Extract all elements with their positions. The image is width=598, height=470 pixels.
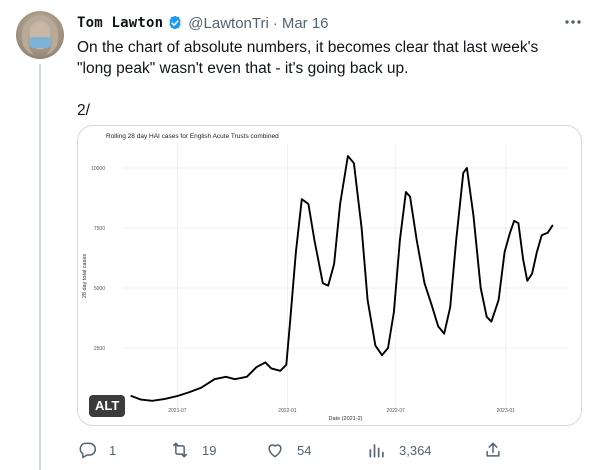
tweet-text: On the chart of absolute numbers, it bec… (77, 37, 577, 142)
share-icon (486, 442, 500, 457)
chart-x-tick-label: 2023-01 (497, 408, 516, 414)
tweet-actions: 1 19 54 3,364 (77, 438, 582, 462)
view-count: 3,364 (399, 442, 432, 458)
retweet-icon (173, 442, 187, 458)
chart-y-tick-label: 10000 (91, 166, 105, 172)
separator-dot: · (272, 14, 278, 32)
chart-y-tick-label: 2500 (94, 346, 105, 352)
chart-series-line (130, 155, 554, 402)
avatar-hair (22, 15, 58, 55)
chart-y-tick-label: 7500 (94, 226, 105, 232)
retweet-button[interactable]: 19 (170, 438, 216, 462)
tweet-text-line: 2/ (77, 102, 90, 119)
chart-x-axis-label: Date (2021-2) (329, 416, 363, 422)
thread-line (39, 64, 41, 470)
like-icon (268, 444, 282, 458)
chart: Rolling 28 day HAI cases for English Acu… (82, 133, 568, 422)
avatar[interactable] (16, 11, 64, 59)
author-name[interactable]: Tom Lawton (77, 15, 164, 31)
verified-badge-icon (169, 15, 181, 30)
views-button[interactable]: 3,364 (367, 438, 432, 462)
avatar-face-mask (29, 37, 51, 48)
like-count: 54 (297, 442, 312, 458)
chart-x-tick-label: 2021-07 (168, 408, 187, 414)
more-icon[interactable] (562, 13, 584, 31)
views-icon (369, 444, 384, 458)
chart-y-tick-label: 5000 (94, 286, 105, 292)
reply-icon (79, 442, 97, 459)
tweet-header: Tom Lawton @LawtonTri · Mar 16 (77, 13, 329, 33)
share-button[interactable] (483, 438, 515, 462)
tweet-text-line: On the chart of absolute numbers, it bec… (77, 39, 539, 77)
chart-x-tick-label: 2022-01 (278, 408, 297, 414)
chart-y-axis-label: 28 day total cases (82, 254, 88, 299)
chart-x-tick-label: 2022-07 (387, 408, 406, 414)
reply-count: 1 (109, 442, 117, 458)
reply-button[interactable]: 1 (77, 438, 116, 462)
author-handle[interactable]: @LawtonTri (188, 14, 269, 32)
tweet-date[interactable]: Mar 16 (281, 14, 329, 32)
chart-title: Rolling 28 day HAI cases for English Acu… (106, 133, 279, 140)
retweet-count: 19 (202, 442, 217, 458)
like-button[interactable]: 54 (265, 438, 311, 462)
alt-badge[interactable]: ALT (89, 395, 126, 417)
tweet-media-chart[interactable]: Rolling 28 day HAI cases for English Acu… (77, 125, 582, 426)
